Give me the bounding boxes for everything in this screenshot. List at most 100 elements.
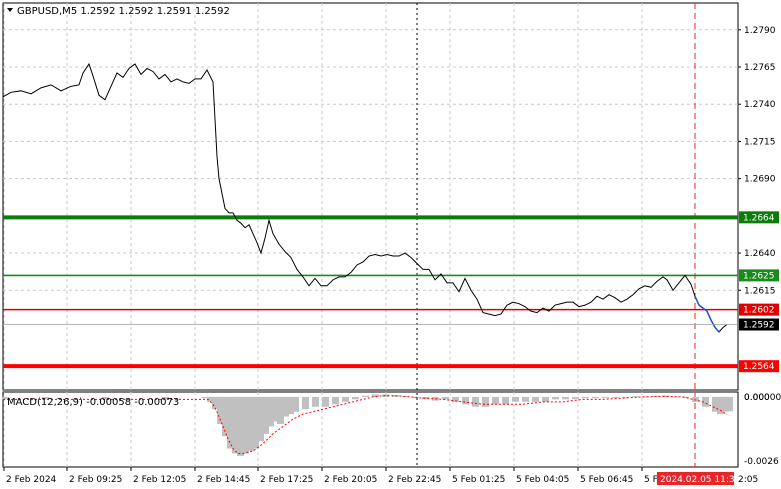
macd-histogram-bar: [212, 396, 219, 410]
macd-histogram-bar: [482, 396, 489, 407]
macd-histogram-bar: [717, 396, 724, 415]
macd-histogram-bar: [492, 396, 499, 405]
macd-histogram-bar: [382, 394, 389, 397]
macd-histogram-bar: [682, 396, 689, 398]
macd-histogram-bar: [562, 396, 569, 400]
macd-histogram-bar: [302, 396, 309, 410]
price-tick-label: 1.2765: [744, 63, 776, 73]
macd-histogram-bar: [592, 396, 599, 399]
x-tail-fragment: 2:05: [738, 475, 758, 485]
time-axis: 2 Feb 2024 2 Feb 09:25 2 Feb 12:05 2 Feb 14…: [3, 467, 658, 485]
macd-histogram-bar: [242, 396, 249, 454]
time-tick-label: 2 Feb 2024: [6, 475, 57, 485]
macd-histogram-bar: [642, 396, 649, 398]
macd-histogram-bar: [322, 396, 329, 407]
time-tick-label: 2 Feb 14:45: [197, 475, 250, 485]
price-tick-label: 1.2740: [744, 100, 776, 110]
macd-histogram-bar: [42, 396, 49, 400]
time-tick-label: 2 Feb 22:45: [388, 475, 441, 485]
time-tick-label: 5 Feb 04:05: [516, 475, 569, 485]
macd-histogram-bar: [162, 396, 169, 400]
macd-panel-frame: [2, 391, 739, 468]
macd-histogram-bar: [202, 396, 209, 399]
current-price-tag: [739, 318, 779, 331]
session-separators: [416, 3, 696, 467]
macd-histogram-bar: [612, 396, 619, 398]
macd-histogram-bar: [312, 396, 319, 407]
price-levels: 1.2664 1.2625 1.2602 1.2564: [3, 211, 779, 373]
macd-histogram-bar: [217, 396, 224, 424]
macd-histogram-bar: [352, 396, 359, 400]
symbol-menu-icon[interactable]: [7, 8, 13, 12]
macd-histogram-bar: [2, 396, 9, 400]
price-axis: 1.2790 1.2765 1.2740 1.2715 1.2690 1.2640 1.26…: [738, 26, 776, 296]
macd-histogram-bar: [252, 396, 259, 449]
macd-histogram-bar: [372, 394, 379, 397]
price-tick-label: 1.2690: [744, 175, 776, 185]
macd-histogram-bar: [332, 396, 339, 405]
macd-indicator: 0.0000.00000 -0.0026: [2, 393, 781, 467]
symbol-header: GBPUSD,M5 1.2592 1.2592 1.2591 1.2592: [17, 6, 230, 17]
macd-histogram-bar: [472, 396, 479, 407]
price-level-label: 1.2564: [743, 362, 775, 372]
macd-axis-label: 0.00000: [744, 393, 781, 403]
macd-histogram-bar: [362, 395, 369, 397]
macd-histogram-bar: [207, 396, 214, 402]
macd-histogram-bar: [726, 396, 733, 412]
macd-histogram-bar: [702, 396, 709, 407]
macd-histogram-bar: [262, 396, 269, 434]
macd-histogram-bar: [712, 396, 719, 412]
macd-histogram-bar: [632, 396, 639, 398]
macd-histogram-bar: [237, 396, 244, 456]
macd-histogram-bar: [232, 396, 239, 454]
macd-axis-label: -0.0026: [744, 457, 779, 467]
macd-histogram-bar: [247, 396, 254, 452]
price-level-tag: [739, 269, 779, 282]
time-tick-label: 2 Feb 20:05: [324, 475, 377, 485]
macd-histogram-bar: [542, 396, 549, 402]
price-level-label: 1.2625: [743, 271, 775, 281]
macd-histogram-bar: [402, 395, 409, 397]
price-line: [2, 62, 728, 333]
macd-histogram-bar: [692, 396, 699, 402]
price-level-tag: [739, 211, 779, 224]
price-panel-frame: [2, 2, 739, 391]
macd-histogram-bar: [342, 396, 349, 402]
macd-histogram-bar: [502, 396, 509, 405]
price-tick-label: 1.2715: [744, 137, 776, 147]
macd-histogram-bar: [722, 396, 729, 412]
macd-histogram-bar: [277, 396, 284, 424]
macd-histogram-bar: [267, 396, 274, 427]
time-marker-tag: [657, 472, 734, 485]
macd-histogram-bar: [462, 396, 469, 405]
macd-signal-line: [3, 395, 728, 454]
macd-histogram-bar: [442, 396, 449, 400]
current-price-label: 1.2592: [743, 321, 775, 331]
macd-histogram-bar: [222, 396, 229, 437]
macd-histogram-bar: [662, 395, 669, 397]
macd-histogram-bar: [292, 396, 299, 412]
macd-histogram-bar: [582, 396, 589, 399]
macd-histogram-bar: [452, 396, 459, 402]
macd-histogram-bar: [287, 396, 294, 415]
time-tick-label: 2 Feb 17:25: [260, 475, 313, 485]
macd-histogram-bar: [422, 396, 429, 400]
macd-histogram-bar: [272, 396, 279, 422]
macd-histogram-bar: [622, 396, 629, 398]
time-tick-label: 5 F: [644, 475, 658, 485]
macd-histogram-bar: [282, 396, 289, 417]
time-tick-label: 5 Feb 06:45: [580, 475, 633, 485]
price-tick-label: 1.2640: [744, 249, 776, 259]
macd-histogram-bar: [102, 396, 109, 400]
macd-histogram-bar: [522, 396, 529, 402]
price-level-label: 1.2602: [743, 306, 775, 316]
macd-histogram-bar: [552, 396, 559, 400]
price-tick-label: 1.2790: [744, 26, 776, 36]
time-tick-label: 5 Feb 01:25: [452, 475, 505, 485]
price-level-tag: [739, 303, 779, 316]
macd-histogram-bar: [512, 396, 519, 402]
macd-axis-label: 0.000: [744, 393, 770, 403]
time-marker-label: 2024.02.05 11:35: [660, 475, 740, 485]
macd-histogram-bar: [227, 396, 234, 449]
